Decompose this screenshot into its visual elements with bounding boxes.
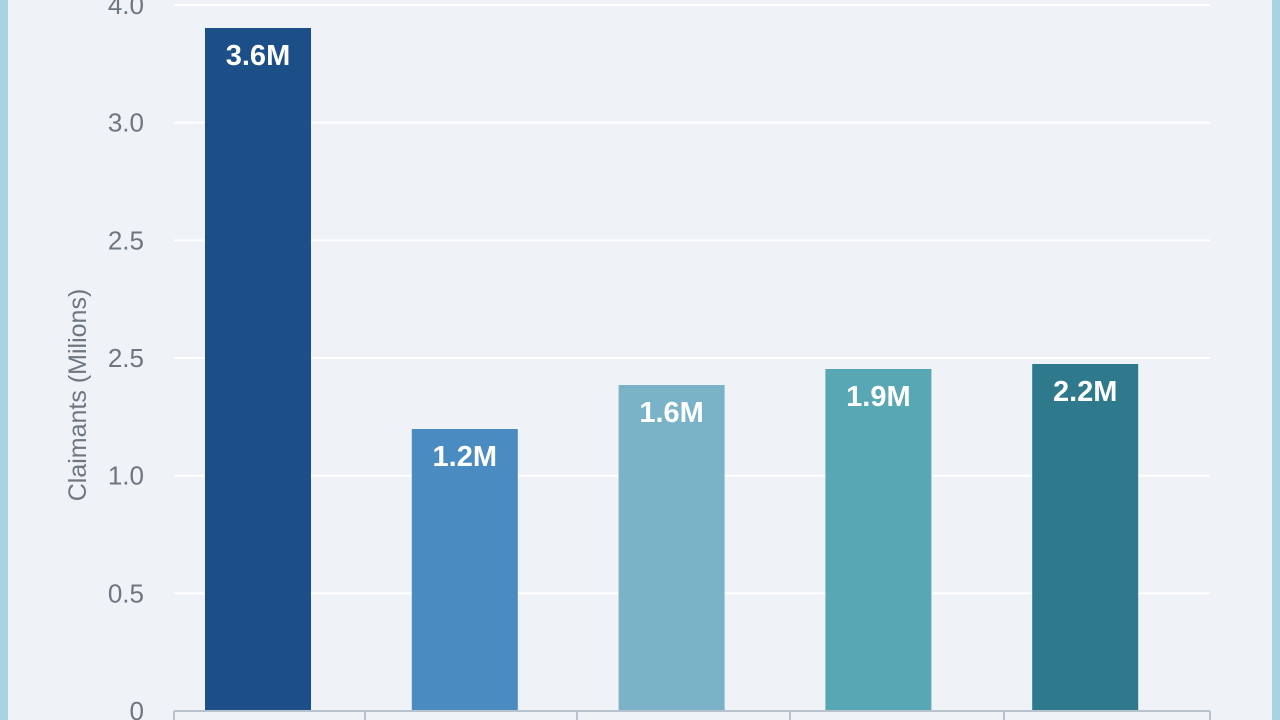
bar-data-labels: 3.6M 1.2M 1.6M 1.9M 2.2M (226, 40, 1118, 473)
x-axis (173, 710, 1211, 720)
bar-data-label-3: 1.6M (639, 397, 703, 429)
bar-2 (411, 429, 518, 711)
y-tick-label: 0.5 (108, 578, 144, 608)
y-tick-label: 0 (130, 696, 144, 720)
y-tick-label: 2.5 (108, 225, 144, 255)
bar-data-label-5: 2.2M (1053, 376, 1117, 408)
bar-data-label-1: 3.6M (226, 40, 290, 72)
bar-3 (618, 385, 725, 711)
y-tick-label: 2.5 (108, 343, 144, 373)
y-axis-ticks: 4.0 3.0 2.5 2.5 1.0 0.5 0 (108, 0, 144, 720)
y-axis-title: Claimants (Milions) (64, 289, 92, 502)
bar-data-label-2: 1.2M (433, 441, 497, 473)
y-tick-label: 4.0 (108, 0, 144, 20)
bar-1 (205, 28, 311, 711)
bars (205, 28, 1139, 711)
bar-4 (825, 369, 932, 711)
y-tick-label: 3.0 (108, 108, 144, 138)
y-tick-label: 1.0 (108, 461, 144, 491)
bar-5 (1032, 364, 1139, 711)
bar-data-label-4: 1.9M (846, 381, 910, 413)
